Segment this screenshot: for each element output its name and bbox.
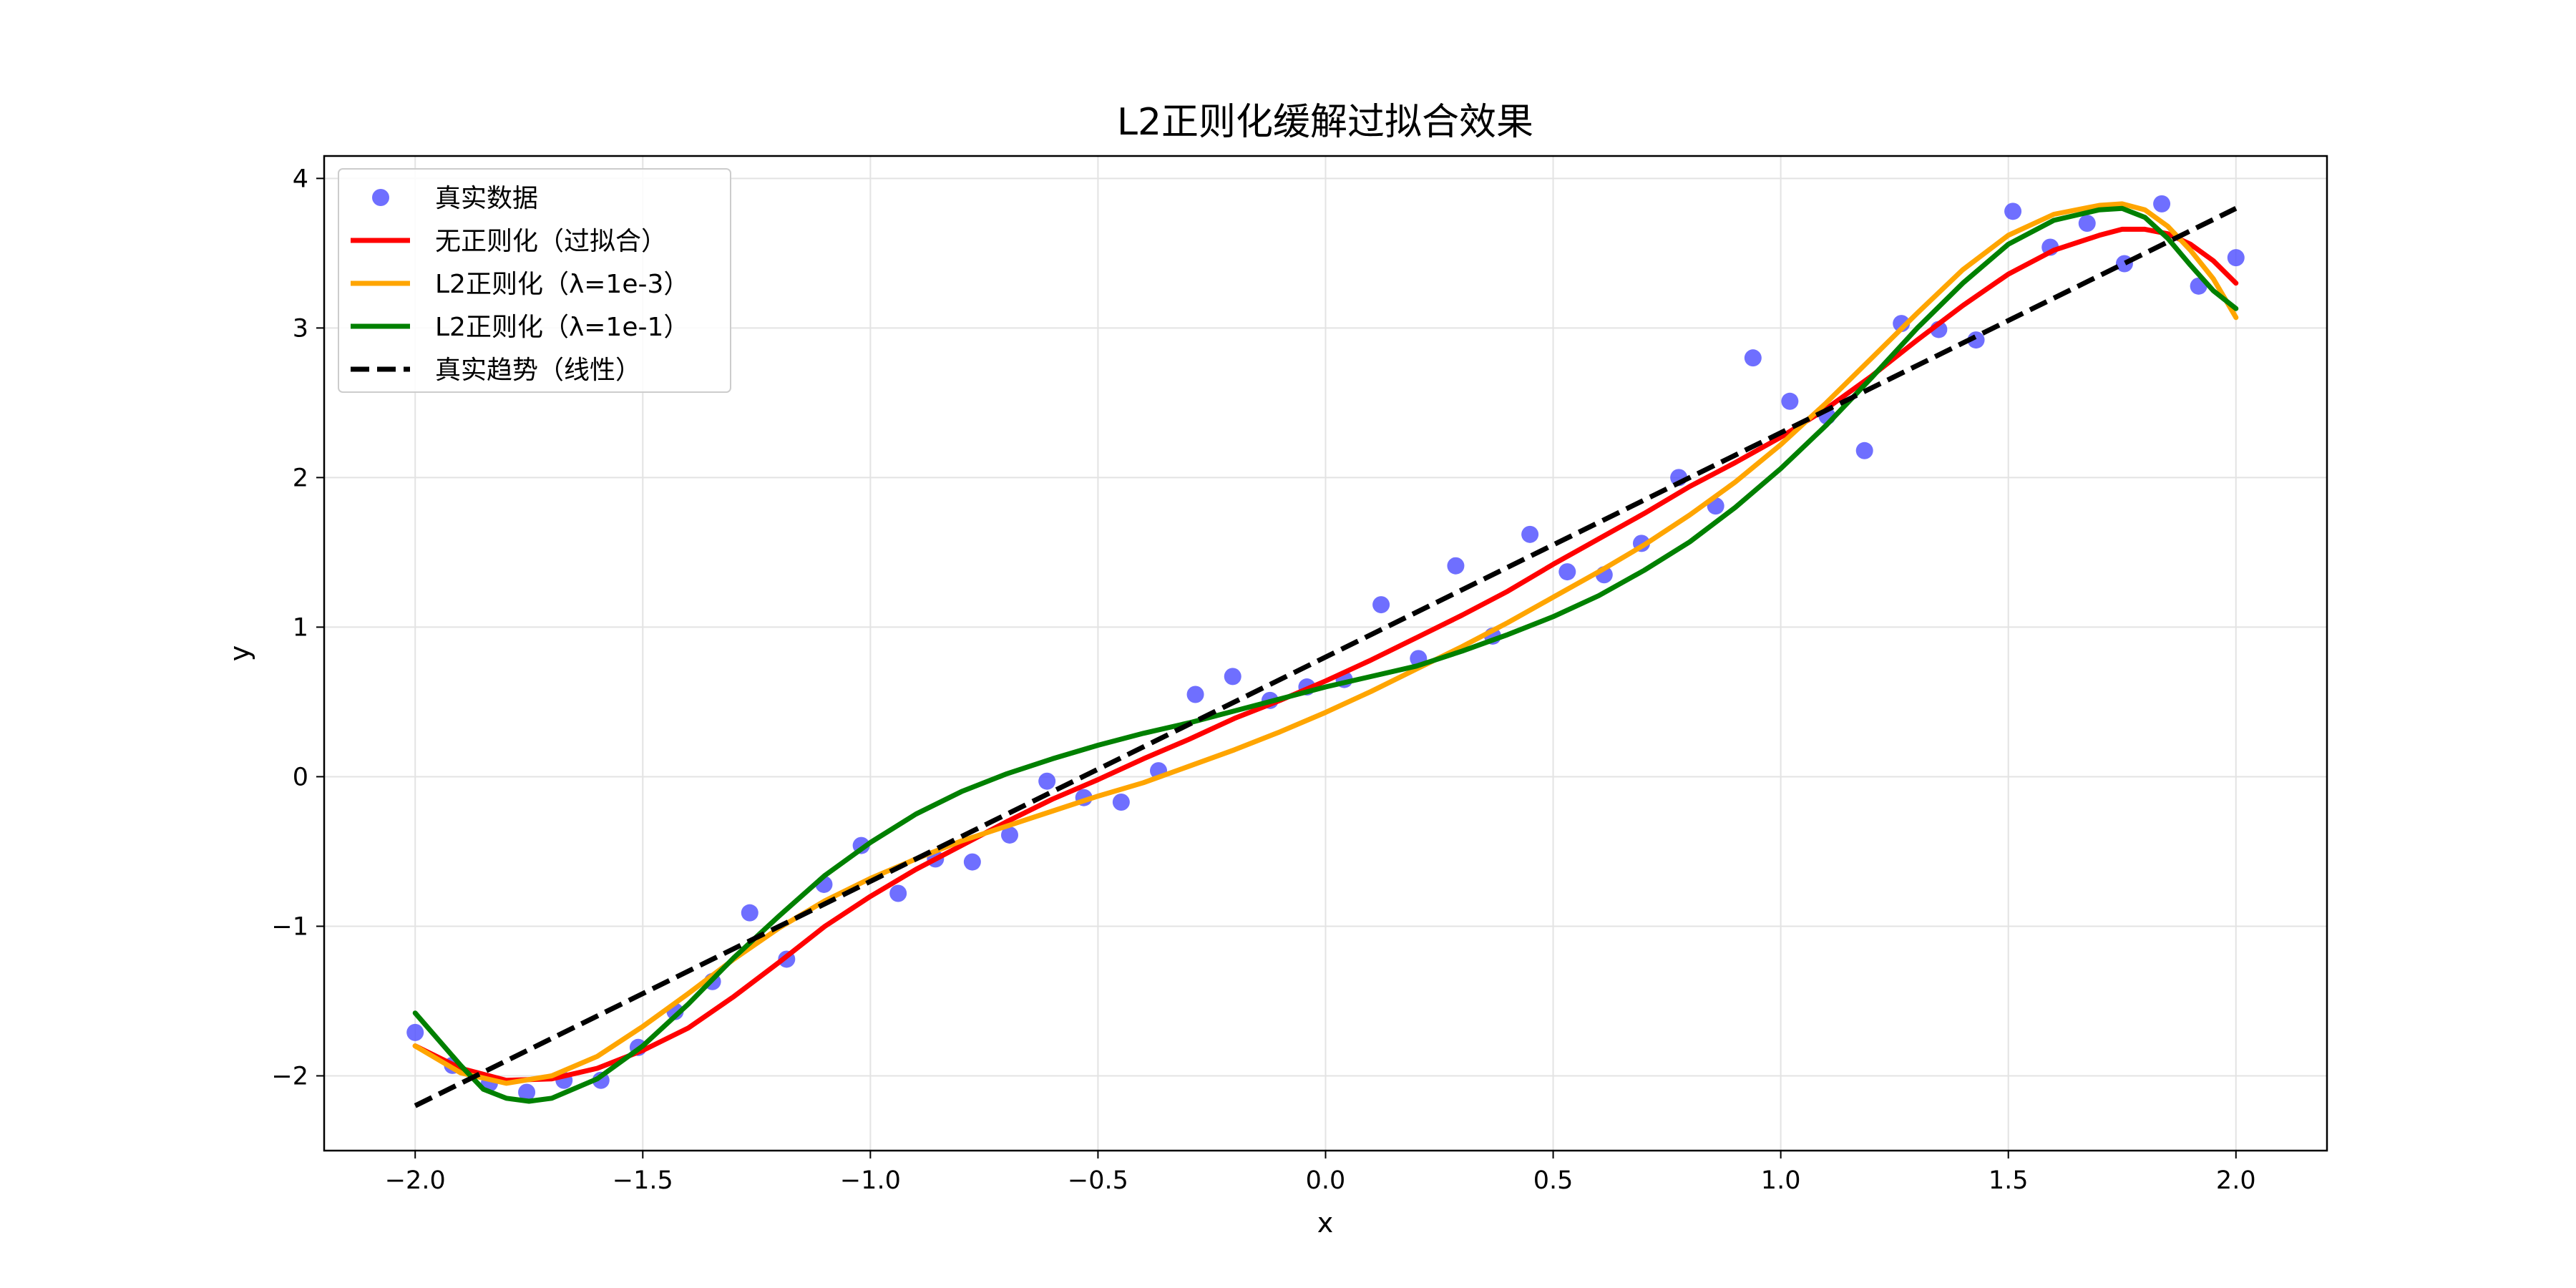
x-tick-label: −0.5 bbox=[1068, 1166, 1128, 1195]
y-tick-label: −1 bbox=[271, 912, 308, 941]
data-point bbox=[518, 1083, 536, 1101]
x-tick-label: −2.0 bbox=[385, 1166, 446, 1195]
data-point bbox=[2227, 249, 2245, 267]
data-point bbox=[1224, 668, 1241, 686]
x-axis-ticks: −2.0 −1.5 −1.0 −0.5 0.0 0.5 1.0 1.5 2.0 bbox=[385, 1151, 2256, 1195]
y-axis-ticks: −2 −1 0 1 2 3 4 bbox=[271, 165, 324, 1091]
trend-line bbox=[414, 206, 2238, 1108]
data-point bbox=[1447, 557, 1465, 575]
x-tick-label: 0.5 bbox=[1533, 1166, 1574, 1195]
x-tick-label: 1.5 bbox=[1989, 1166, 2029, 1195]
data-point bbox=[963, 853, 981, 871]
data-point bbox=[2004, 203, 2022, 220]
legend-label: 真实趋势（线性） bbox=[435, 356, 641, 385]
data-point bbox=[1558, 563, 1576, 581]
y-tick-label: 4 bbox=[293, 165, 308, 193]
legend-label: 无正则化（过拟合） bbox=[435, 227, 667, 256]
y-tick-label: 0 bbox=[293, 763, 308, 791]
data-point bbox=[1112, 793, 1130, 811]
fit-line bbox=[412, 205, 2239, 1104]
data-point bbox=[889, 884, 907, 902]
legend-box bbox=[338, 168, 731, 393]
y-tick-label: −2 bbox=[271, 1062, 308, 1091]
data-point bbox=[1855, 441, 1873, 459]
data-point bbox=[741, 904, 758, 922]
data-point bbox=[1967, 331, 1985, 349]
x-tick-label: 2.0 bbox=[2216, 1166, 2256, 1195]
data-point bbox=[1372, 596, 1390, 614]
chart-title: L2正则化缓解过拟合效果 bbox=[1117, 101, 1533, 144]
x-tick-label: 1.0 bbox=[1761, 1166, 1801, 1195]
y-tick-label: 1 bbox=[293, 613, 308, 642]
x-tick-label: 0.0 bbox=[1306, 1166, 1346, 1195]
plot-area bbox=[406, 195, 2245, 1108]
legend-label: 真实数据 bbox=[435, 184, 538, 213]
legend-label: L2正则化（λ=1e-1） bbox=[435, 313, 689, 342]
y-tick-label: 2 bbox=[293, 464, 308, 492]
x-tick-label: −1.5 bbox=[613, 1166, 673, 1195]
data-point bbox=[1186, 686, 1204, 703]
x-axis-label: x bbox=[1317, 1207, 1334, 1239]
legend-marker-scatter bbox=[372, 189, 389, 206]
y-axis-label: y bbox=[224, 645, 255, 662]
fit-line bbox=[412, 226, 2239, 1083]
data-point bbox=[1744, 349, 1762, 367]
data-point bbox=[406, 1023, 424, 1041]
data-point bbox=[2078, 215, 2096, 233]
data-point bbox=[1521, 525, 1539, 543]
data-point bbox=[1038, 772, 1056, 790]
data-point bbox=[1781, 392, 1799, 410]
y-tick-label: 3 bbox=[293, 314, 308, 343]
x-tick-label: −1.0 bbox=[840, 1166, 901, 1195]
data-point bbox=[1001, 826, 1019, 844]
legend-label: L2正则化（λ=1e-3） bbox=[435, 270, 689, 299]
data-point bbox=[2153, 195, 2171, 213]
